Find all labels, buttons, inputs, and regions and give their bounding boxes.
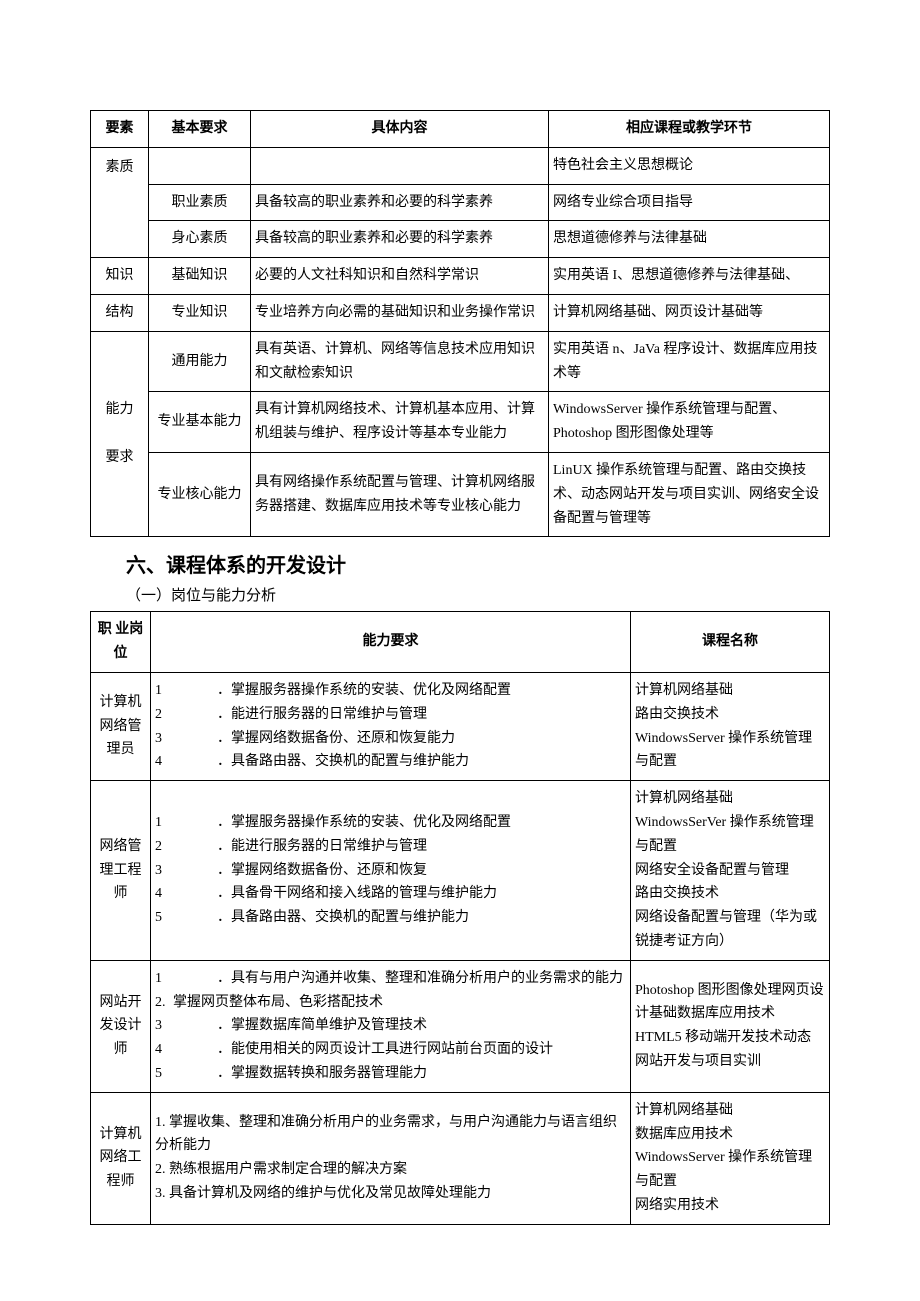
t1-cell	[149, 147, 251, 184]
t1-cell: 具有网络操作系统配置与管理、计算机网络服务器搭建、数据库应用技术等专业核心能力	[251, 452, 549, 536]
job-position: 计算机网络管理员	[91, 672, 151, 780]
ability-requirements: 1．掌握服务器操作系统的安装、优化及网络配置2．能进行服务器的日常维护与管理3．…	[151, 672, 631, 780]
t1-header-basic: 基本要求	[149, 111, 251, 148]
t1-cell: 计算机网络基础、网页设计基础等	[549, 294, 830, 331]
t1-cell: 网络专业综合项目指导	[549, 184, 830, 221]
t1-header-content: 具体内容	[251, 111, 549, 148]
t1-cell: 专业核心能力	[149, 452, 251, 536]
ability-requirements: 1．具有与用户沟通并收集、整理和准确分析用户的业务需求的能力2.掌握网页整体布局…	[151, 960, 631, 1092]
subsection-title: （一）岗位与能力分析	[126, 584, 830, 605]
t1-cell: 身心素质	[149, 221, 251, 258]
t1-cell: 知识	[91, 258, 149, 295]
t1-cell: 素质	[91, 147, 149, 257]
t1-cell: 具有英语、计算机、网络等信息技术应用知识和文献检索知识	[251, 331, 549, 392]
job-position: 网站开发设计师	[91, 960, 151, 1092]
t2-header-job: 职 业岗位	[91, 612, 151, 673]
t2-header-course: 课程名称	[631, 612, 830, 673]
t1-cell: 专业知识	[149, 294, 251, 331]
ability-requirements: 1. 掌握收集、整理和准确分析用户的业务需求，与用户沟通能力与语言组织分析能力2…	[151, 1092, 631, 1224]
t1-cell: 能力 要求	[91, 331, 149, 537]
section-title: 六、课程体系的开发设计	[126, 549, 830, 578]
t1-header-element: 要素	[91, 111, 149, 148]
course-names: 计算机网络基础 WindowsSerVer 操作系统管理与配置 网络安全设备配置…	[631, 781, 830, 961]
t1-header-course: 相应课程或教学环节	[549, 111, 830, 148]
t1-cell: 专业培养方向必需的基础知识和业务操作常识	[251, 294, 549, 331]
course-names: 计算机网络基础 路由交换技术 WindowsServer 操作系统管理与配置	[631, 672, 830, 780]
t1-cell: 特色社会主义思想概论	[549, 147, 830, 184]
job-position: 计算机网络工程师	[91, 1092, 151, 1224]
t1-cell: LinUX 操作系统管理与配置、路由交换技术、动态网站开发与项目实训、网络安全设…	[549, 452, 830, 536]
t1-cell: WindowsServer 操作系统管理与配置、Photoshop 图形图像处理…	[549, 392, 830, 453]
t1-cell: 具备较高的职业素养和必要的科学素养	[251, 184, 549, 221]
t1-cell: 职业素质	[149, 184, 251, 221]
t1-cell: 专业基本能力	[149, 392, 251, 453]
t1-cell: 具备较高的职业素养和必要的科学素养	[251, 221, 549, 258]
ability-requirements: 1．掌握服务器操作系统的安装、优化及网络配置2．能进行服务器的日常维护与管理3．…	[151, 781, 631, 961]
t1-cell: 基础知识	[149, 258, 251, 295]
t1-cell	[251, 147, 549, 184]
t1-cell: 结构	[91, 294, 149, 331]
course-names: Photoshop 图形图像处理网页设计基础数据库应用技术 HTML5 移动端开…	[631, 960, 830, 1092]
t2-header-ability: 能力要求	[151, 612, 631, 673]
course-names: 计算机网络基础 数据库应用技术 WindowsServer 操作系统管理与配置 …	[631, 1092, 830, 1224]
job-position: 网络管理工程师	[91, 781, 151, 961]
t1-cell: 必要的人文社科知识和自然科学常识	[251, 258, 549, 295]
t1-cell: 具有计算机网络技术、计算机基本应用、计算机组装与维护、程序设计等基本专业能力	[251, 392, 549, 453]
t1-cell: 思想道德修养与法律基础	[549, 221, 830, 258]
job-ability-table: 职 业岗位 能力要求 课程名称 计算机网络管理员1．掌握服务器操作系统的安装、优…	[90, 611, 830, 1224]
requirements-table: 要素 基本要求 具体内容 相应课程或教学环节 素质 特色社会主义思想概论 职业素…	[90, 110, 830, 537]
t1-cell: 实用英语 I、思想道德修养与法律基础、	[549, 258, 830, 295]
t1-cell: 通用能力	[149, 331, 251, 392]
t1-cell: 实用英语 n、JaVa 程序设计、数据库应用技术等	[549, 331, 830, 392]
